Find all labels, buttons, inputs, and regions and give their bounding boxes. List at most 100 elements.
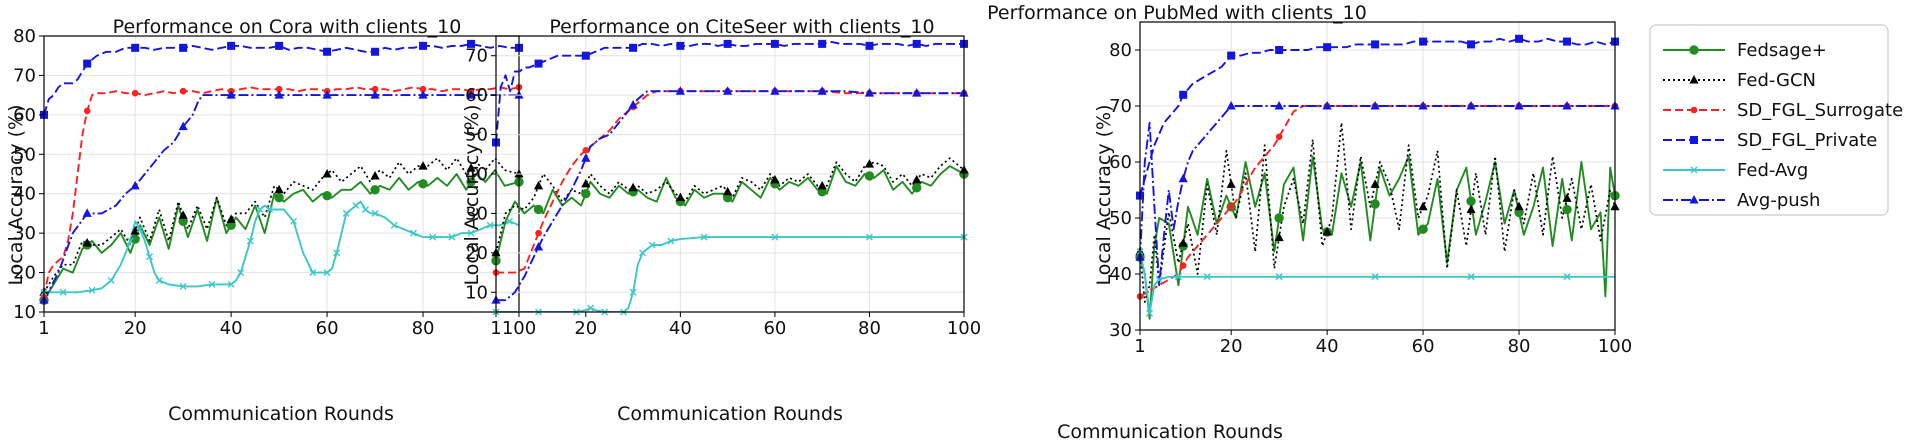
data-point-fedgcn [226, 214, 236, 223]
data-point-sdpriv [1563, 37, 1572, 46]
data-point-fedavg [1174, 273, 1182, 281]
data-point-fedavg [371, 209, 379, 217]
data-point-fedgcn [418, 161, 428, 170]
y-tick-label: 80 [13, 26, 36, 47]
data-point-avgpush [130, 180, 140, 190]
y-tick-label: 10 [13, 302, 36, 323]
legend-label-avgpush: Avg-push [1737, 190, 1820, 211]
data-point-sdsur [582, 147, 590, 154]
x-tick-label: 1 [1134, 336, 1145, 357]
x-tick-label: 60 [763, 318, 786, 339]
data-point-fedavg [865, 233, 873, 241]
markers-group [491, 39, 969, 316]
data-point-fedgcn [1226, 179, 1236, 188]
data-point-avgpush [1466, 101, 1476, 110]
data-point-sdpriv [1275, 46, 1284, 54]
data-point-avgpush [1226, 101, 1236, 110]
data-point-fedsage [1274, 213, 1284, 223]
y-tick-label: 30 [13, 223, 36, 244]
data-point-avgpush [1274, 101, 1284, 110]
data-point-sdsur [535, 229, 542, 237]
legend-marker [1689, 75, 1699, 84]
x-tick-label: 40 [220, 318, 243, 339]
y-tick-label: 10 [465, 282, 488, 303]
y-tick-label: 40 [1109, 264, 1132, 285]
series-line-sdsur [1140, 105, 1615, 298]
x-tick-label: 20 [574, 318, 597, 339]
data-point-sdpriv [723, 39, 732, 48]
data-point-fedgcn [533, 180, 544, 190]
y-axis-label: Local Accuracy (%) [461, 105, 483, 286]
y-tick-label: 50 [13, 144, 36, 165]
data-point-avgpush [912, 88, 922, 97]
y-tick-label: 20 [465, 243, 488, 264]
x-tick-label: 40 [669, 318, 692, 339]
x-tick-label: 20 [124, 318, 147, 339]
series-line-fedgcn [1140, 121, 1615, 303]
data-point-sdpriv [1419, 37, 1428, 46]
data-point-fedgcn [1562, 193, 1572, 202]
legend-swatch-sdpriv [1663, 136, 1725, 144]
data-point-sdpriv [1179, 90, 1188, 99]
data-point-fedavg [1146, 309, 1154, 317]
data-point-fedgcn [82, 238, 92, 247]
data-point-sdpriv [1515, 34, 1524, 43]
panel-citeseer: Performance on CiteSeer with clients_10 … [461, 16, 981, 425]
data-point-fedsage [1562, 204, 1572, 215]
data-point-fedgcn [581, 178, 591, 188]
x-tick-label: 80 [412, 318, 435, 339]
data-point-fedavg [467, 229, 475, 237]
data-point-fedavg [126, 237, 134, 245]
data-point-fedavg [587, 304, 595, 312]
markers-group [1135, 34, 1620, 317]
data-point-sdsur [1275, 133, 1283, 141]
data-point-fedavg [390, 221, 398, 229]
series-line-fedgcn [496, 157, 964, 254]
axes-frame [1139, 21, 1616, 331]
data-point-fedsage [1466, 196, 1476, 206]
data-point-sdpriv [1371, 40, 1380, 49]
series-line-sdpriv [44, 42, 519, 116]
series-line-fedavg [44, 200, 519, 294]
data-point-fedavg [771, 233, 779, 241]
data-point-sdpriv [227, 41, 236, 50]
data-point-sdpriv [818, 39, 827, 48]
data-point-avgpush [533, 241, 544, 251]
data-point-sdpriv [534, 59, 543, 68]
legend-frame [1649, 24, 1889, 216]
legend-swatch-fedgcn [1663, 75, 1725, 84]
data-point-avgpush [864, 88, 875, 97]
data-point-sdpriv [323, 47, 332, 56]
x-tick-label: 80 [1508, 336, 1531, 357]
legend-label-sdpriv: SD_FGL_Private [1737, 130, 1877, 151]
data-point-fedavg [1275, 273, 1283, 281]
series-line-avgpush [44, 94, 519, 301]
data-point-fedgcn [675, 192, 685, 202]
data-point-fedavg [290, 217, 297, 225]
data-point-avgpush [817, 86, 827, 95]
y-tick-label: 30 [465, 203, 488, 224]
data-point-fedgcn [466, 163, 476, 172]
data-point-fedsage [581, 189, 591, 199]
markers-group [39, 39, 524, 305]
legend-label-fedgcn: Fed-GCN [1737, 70, 1816, 91]
data-point-fedgcn [1178, 238, 1188, 247]
data-point-fedavg [323, 269, 331, 277]
data-point-fedavg [208, 280, 216, 288]
legend-entry-fedavg: Fed-Avg [1663, 160, 1808, 181]
data-point-sdpriv [1227, 51, 1236, 60]
x-tick-label: 60 [316, 318, 339, 339]
data-point-sdsur [179, 87, 187, 95]
x-tick-label: 80 [858, 318, 881, 339]
series-group [1140, 37, 1615, 320]
data-point-fedsage [322, 190, 332, 201]
data-point-sdpriv [467, 39, 476, 48]
data-point-avgpush [1418, 101, 1428, 110]
data-point-sdpriv [83, 59, 92, 68]
data-point-fedavg [136, 225, 144, 233]
x-tick-label: 1 [490, 318, 501, 339]
y-tick-label: 70 [465, 46, 488, 67]
x-tick-label: 20 [1220, 336, 1243, 357]
